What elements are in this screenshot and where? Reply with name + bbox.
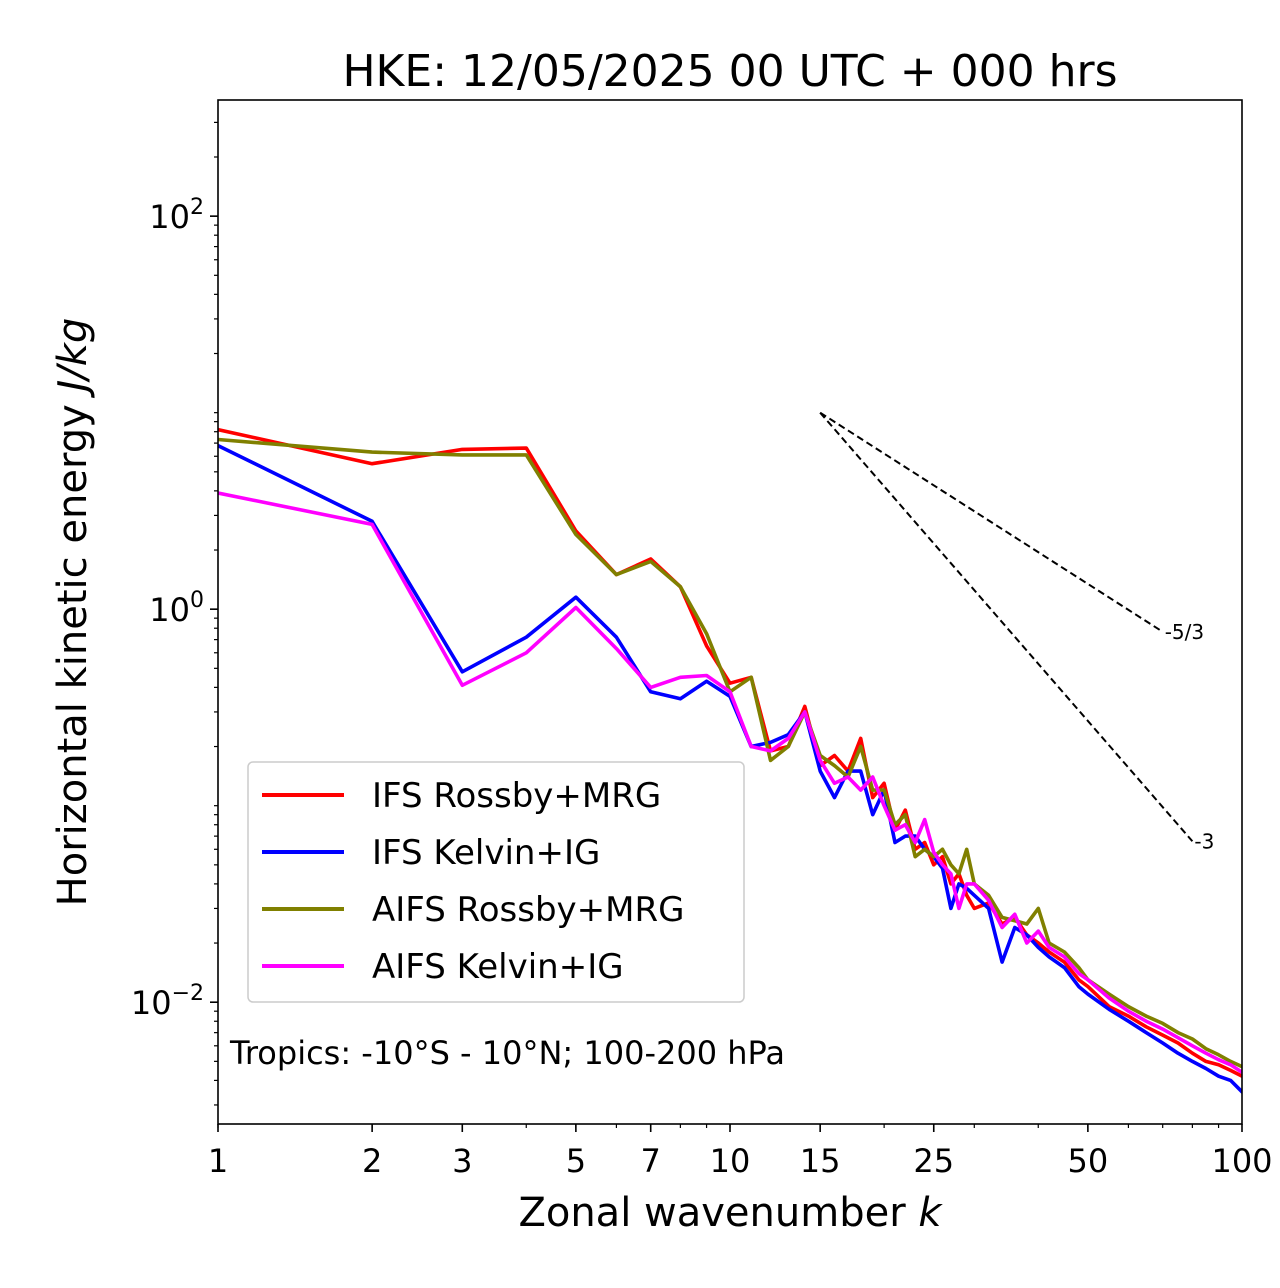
y-tick-label: 102: [149, 195, 204, 236]
legend-box: [247, 761, 745, 1003]
x-tick-label: 25: [913, 1142, 954, 1180]
chart-title: HKE: 12/05/2025 00 UTC + 000 hrs: [342, 46, 1117, 97]
x-tick-label: 100: [1211, 1142, 1272, 1180]
legend-label: IFS Rossby+MRG: [372, 776, 661, 816]
x-tick-label: 10: [710, 1142, 751, 1180]
x-tick-label: 50: [1068, 1142, 1109, 1180]
x-axis-ticks: 1 2 3 5 7 10 15 25 50 100: [208, 1124, 1273, 1180]
region-annotation: Tropics: -10°S - 10°N; 100-200 hPa: [229, 1034, 785, 1072]
legend-entry: IFS Rossby+MRG: [262, 776, 661, 816]
legend: IFS Rossby+MRG IFS Kelvin+IG AIFS Rossby…: [247, 761, 745, 1003]
y-axis-label-text: Horizontal kinetic energy: [50, 404, 96, 906]
x-axis-label: Zonal wavenumber k: [518, 1190, 943, 1236]
series-line-4: [218, 491, 1242, 1075]
reference-line-1: [819, 411, 1164, 633]
legend-label: AIFS Rossby+MRG: [372, 890, 684, 930]
series-line-3: [218, 437, 1242, 1069]
y-tick-label: 100: [149, 588, 204, 629]
series-layer: [218, 427, 1242, 1094]
x-tick-label: 7: [641, 1142, 661, 1180]
reference-line-label: -5/3: [1165, 620, 1204, 644]
reference-line-2: [819, 412, 1194, 842]
legend-entry: IFS Kelvin+IG: [262, 833, 600, 873]
series-line-1: [218, 427, 1242, 1078]
x-axis-label-var: k: [918, 1190, 943, 1236]
y-axis-label: Horizontal kinetic energy J/kg: [50, 318, 96, 907]
x-tick-label: 5: [566, 1142, 586, 1180]
legend-entry: AIFS Rossby+MRG: [262, 890, 684, 930]
x-tick-label: 1: [208, 1142, 228, 1180]
legend-label: IFS Kelvin+IG: [372, 833, 600, 873]
y-tick-label: 10−2: [131, 981, 204, 1022]
y-axis-ticks: 10−2 100 102: [131, 121, 218, 1106]
x-axis-label-text: Zonal wavenumber: [518, 1190, 906, 1236]
reference-line-label: -3: [1194, 829, 1214, 853]
x-tick-label: 3: [452, 1142, 472, 1180]
legend-entry: AIFS Kelvin+IG: [262, 947, 624, 987]
x-tick-label: 15: [800, 1142, 841, 1180]
y-axis-label-unit: J/kg: [50, 318, 96, 399]
reference-lines-layer: -5/3 -3: [819, 411, 1214, 853]
legend-label: AIFS Kelvin+IG: [372, 947, 624, 987]
x-tick-label: 2: [362, 1142, 382, 1180]
